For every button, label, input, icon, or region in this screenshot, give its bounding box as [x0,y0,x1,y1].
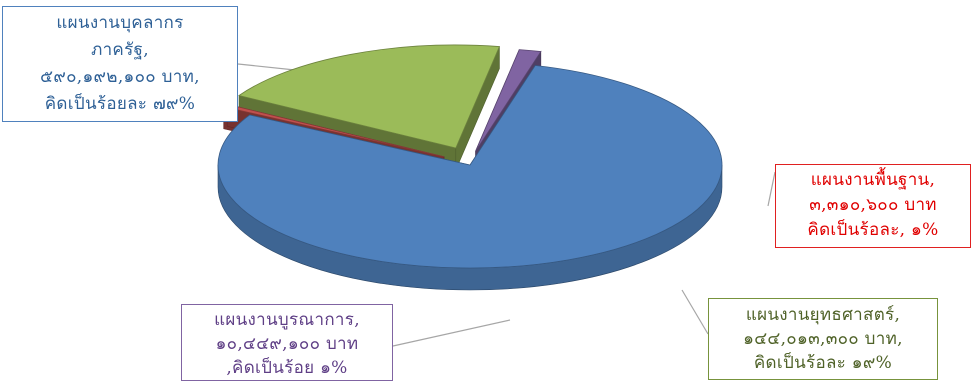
data-label-strategic: แผนงานยุทธศาสตร์, ๑๔๔,๐๑๓,๓๐๐ บาท, คิดเป… [708,298,938,380]
slice-top [238,44,501,149]
leader-line [237,63,296,71]
data-label-line: แผนงานพื้นฐาน, [810,170,936,190]
slice-top [475,49,542,152]
leader-line [767,171,776,207]
data-label-line: คิดเป็นร้อยละ ๗๙% [44,94,196,114]
data-label-line: ๑๔๔,๐๑๓,๓๐๐ บาท, [743,329,903,349]
data-label-line: คิดเป็นร้อละ, ๑% [807,220,939,240]
data-label-line: ,คิดเป็นร้อย ๑% [226,358,348,378]
data-label-line: แผนงานยุทธศาสตร์, [745,305,901,325]
slice-personnel [217,64,723,291]
data-label-line: คิดเป็นร้อละ ๑๙% [753,353,893,373]
data-label-personnel: แผนงานบุคลากร ภาครัฐ, ๕๙๐,๑๙๒,๑๐๐ บาท, ค… [2,6,238,122]
data-label-line: แผนงานบูรณาการ, [214,310,360,330]
data-label-integration: แผนงานบูรณาการ, ๑๐,๔๔๙,๑๐๐ บาท ,คิดเป็นร… [181,304,393,381]
data-label-line: ๓,๓๑๐,๖๐๐ บาท [809,195,937,215]
leader-line [392,319,511,347]
data-label-line: ๑๐,๔๔๙,๑๐๐ บาท [215,334,359,354]
data-label-line: ๕๙๐,๑๙๒,๑๐๐ บาท, [40,67,200,87]
data-label-line: ภาครัฐ, [91,40,149,60]
data-label-basic: แผนงานพื้นฐาน, ๓,๓๑๐,๖๐๐ บาท คิดเป็นร้อล… [775,164,971,248]
data-label-line: แผนงานบุคลากร [56,13,184,33]
leader-line [681,289,709,335]
slice-top [217,65,723,269]
